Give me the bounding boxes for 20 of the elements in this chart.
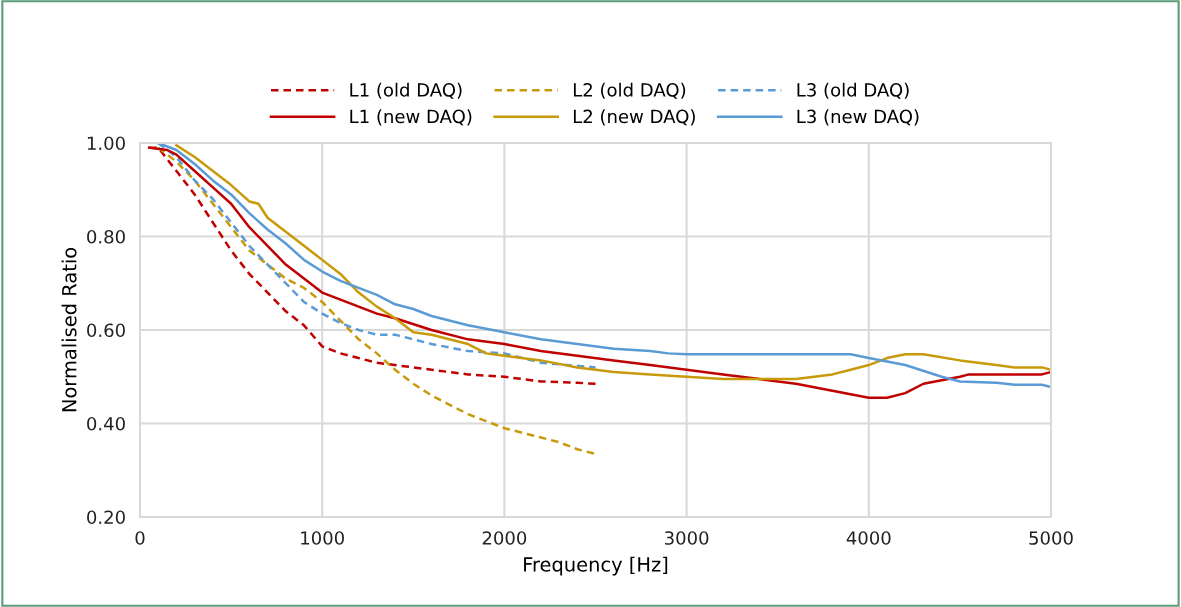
- x-tick-label: 1000: [301, 531, 344, 545]
- y-tick-label: 1.00: [87, 136, 125, 151]
- legend-label: L1 (new DAQ): [350, 109, 472, 126]
- x-axis-title: Frequency [Hz]: [524, 556, 668, 576]
- y-tick-label: 0.40: [87, 416, 125, 431]
- x-tick-label: 0: [135, 531, 145, 545]
- x-tick-label: 3000: [665, 531, 709, 545]
- y-tick-label: 0.60: [87, 323, 125, 338]
- x-tick-label: 5000: [1029, 531, 1073, 545]
- legend-label: L2 (new DAQ): [573, 109, 695, 126]
- y-tick-label: 0.80: [87, 229, 125, 244]
- y-tick-label: 0.20: [87, 510, 125, 525]
- legend-label: L2 (old DAQ): [573, 82, 686, 99]
- x-tick-label: 4000: [846, 531, 891, 545]
- legend-label: L3 (new DAQ): [797, 109, 919, 126]
- x-tick-label: 2000: [482, 531, 527, 545]
- legend-label: L3 (old DAQ): [797, 82, 909, 99]
- line-series: [156, 146, 597, 456]
- y-axis-title: Normalised Ratio: [61, 247, 77, 412]
- legend-label: L1 (old DAQ): [350, 82, 462, 99]
